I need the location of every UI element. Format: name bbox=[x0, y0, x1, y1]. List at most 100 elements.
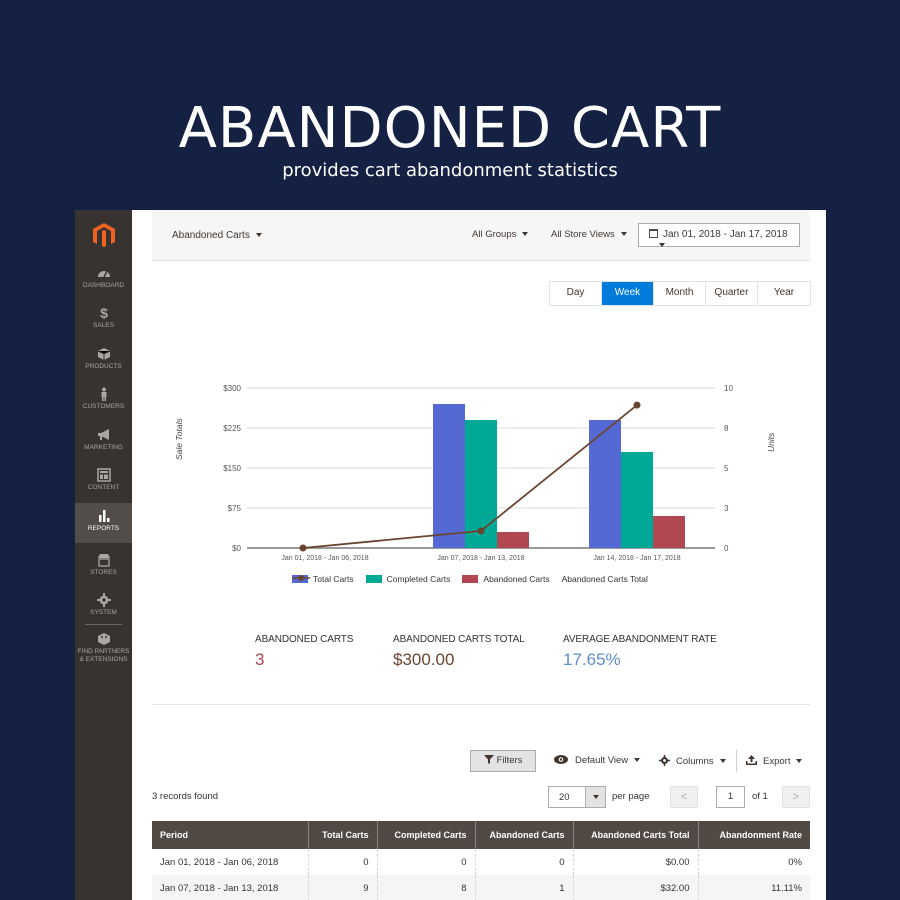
sidebar-item-customers[interactable]: CUSTOMERS bbox=[75, 387, 132, 427]
report-toolbar: Abandoned Carts All Groups All Store Vie… bbox=[152, 210, 810, 261]
svg-text:$300: $300 bbox=[223, 384, 241, 393]
tab-day[interactable]: Day bbox=[550, 282, 602, 305]
chevron-down-icon bbox=[659, 243, 665, 248]
person-icon bbox=[101, 387, 106, 401]
sidebar-item-reports[interactable]: REPORTS bbox=[75, 503, 132, 543]
stat-value: 3 bbox=[255, 650, 265, 669]
records-count: 3 records found bbox=[152, 791, 219, 802]
column-header-abandoned-total[interactable]: Abandoned Carts Total bbox=[573, 821, 699, 849]
sidebar-item-system[interactable]: SYSTEM bbox=[75, 593, 132, 633]
legend-abandoned-carts-total[interactable]: Abandoned Carts Total bbox=[292, 574, 648, 584]
chevron-down-icon bbox=[719, 759, 726, 764]
magento-logo-icon[interactable] bbox=[91, 222, 117, 248]
page-total: of 1 bbox=[752, 791, 768, 802]
svg-text:$225: $225 bbox=[223, 424, 241, 433]
chevron-down-icon bbox=[593, 795, 599, 799]
hero-subtitle: provides cart abandonment statistics bbox=[282, 160, 618, 181]
legend-completed-carts[interactable]: Completed Carts bbox=[365, 574, 450, 584]
table-row[interactable]: Jan 07, 2018 - Jan 13, 2018 9 8 1 $32.00… bbox=[152, 875, 810, 900]
layout-icon bbox=[96, 468, 111, 482]
report-table: Period Total Carts Completed Carts Aband… bbox=[152, 821, 810, 900]
sidebar-item-dashboard[interactable]: DASHBOARD bbox=[75, 266, 132, 306]
svg-text:3: 3 bbox=[724, 504, 729, 513]
tab-quarter[interactable]: Quarter bbox=[706, 282, 758, 305]
table-row[interactable]: Jan 01, 2018 - Jan 06, 2018 0 0 0 $0.00 … bbox=[152, 849, 810, 875]
sidebar-item-stores[interactable]: STORES bbox=[75, 553, 132, 593]
line-marker-icon bbox=[292, 575, 310, 581]
page-number-input[interactable]: 1 bbox=[716, 786, 745, 808]
columns-dropdown[interactable]: Columns bbox=[659, 755, 726, 767]
sidebar-item-label: CUSTOMERS bbox=[82, 403, 125, 410]
next-page-button[interactable]: > bbox=[782, 786, 810, 808]
per-page-select[interactable]: 20 bbox=[548, 786, 606, 808]
default-view-dropdown[interactable]: Default View bbox=[554, 755, 641, 766]
tab-year[interactable]: Year bbox=[758, 282, 810, 305]
report-type-dropdown[interactable]: Abandoned Carts bbox=[172, 230, 262, 241]
pager: 3 records found 20 per page < 1 of 1 > bbox=[152, 786, 810, 810]
extensions-icon bbox=[97, 633, 110, 645]
store-view-dropdown[interactable]: All Store Views bbox=[551, 229, 627, 240]
gear-icon bbox=[96, 593, 111, 607]
gear-icon bbox=[659, 755, 670, 766]
section-divider bbox=[152, 704, 810, 705]
legend-abandoned-carts[interactable]: Abandoned Carts bbox=[462, 574, 550, 584]
table-header-row: Period Total Carts Completed Carts Aband… bbox=[152, 821, 810, 849]
chevron-down-icon bbox=[255, 233, 262, 238]
stat-abandoned-carts: ABANDONED CARTS 3 bbox=[255, 634, 354, 669]
prev-page-button[interactable]: < bbox=[670, 786, 698, 808]
y2-axis-label: Units bbox=[766, 432, 776, 452]
sidebar-item-products[interactable]: PRODUCTS bbox=[75, 347, 132, 387]
chart-canvas: $0 0 $75 3 $150 5 $225 8 $300 10 Jan 01, 2018 - Ja… bbox=[223, 384, 733, 562]
stat-average-rate: AVERAGE ABANDONMENT RATE 17.65% bbox=[563, 634, 717, 669]
svg-text:Jan 01, 2018 - Jan 06, 2018: Jan 01, 2018 - Jan 06, 2018 bbox=[281, 555, 368, 562]
date-range-picker[interactable]: Jan 01, 2018 - Jan 17, 2018 bbox=[638, 223, 800, 248]
tab-week[interactable]: Week bbox=[602, 282, 654, 305]
sidebar-item-find-partners[interactable]: FIND PARTNERS & EXTENSIONS bbox=[75, 632, 132, 672]
per-page-toggle[interactable] bbox=[585, 787, 605, 807]
svg-text:$75: $75 bbox=[228, 504, 242, 513]
grid-actions: Filters Default View Columns Export bbox=[152, 750, 810, 774]
svg-text:$0: $0 bbox=[232, 544, 241, 553]
filters-button[interactable]: Filters bbox=[470, 750, 536, 772]
box-icon bbox=[97, 348, 110, 360]
stat-value: $300.00 bbox=[393, 650, 455, 669]
svg-text:5: 5 bbox=[724, 464, 729, 473]
svg-text:$150: $150 bbox=[223, 464, 241, 473]
svg-text:Jan 07, 2018 - Jan 13, 2018: Jan 07, 2018 - Jan 13, 2018 bbox=[437, 555, 524, 562]
column-header-abandonment-rate[interactable]: Abandonment Rate bbox=[698, 821, 810, 849]
sidebar-item-content[interactable]: CONTENT bbox=[75, 468, 132, 508]
filter-icon bbox=[483, 755, 494, 764]
svg-text:0: 0 bbox=[724, 544, 729, 553]
sidebar-item-label: STORES bbox=[90, 569, 117, 576]
column-header-abandoned-carts[interactable]: Abandoned Carts bbox=[475, 821, 574, 849]
svg-text:$: $ bbox=[100, 306, 108, 320]
sidebar-divider bbox=[85, 624, 122, 625]
sidebar-item-label: CONTENT bbox=[87, 484, 120, 491]
abandoned-carts-chart: $0 0 $75 3 $150 5 $225 8 $300 10 Jan 01, 2018 - Ja… bbox=[152, 370, 810, 610]
action-separator bbox=[736, 750, 737, 772]
stat-value: 17.65% bbox=[563, 650, 621, 669]
column-header-completed-carts[interactable]: Completed Carts bbox=[377, 821, 476, 849]
sidebar-item-label: SYSTEM bbox=[90, 609, 117, 616]
tab-month[interactable]: Month bbox=[654, 282, 706, 305]
sidebar-item-label: REPORTS bbox=[87, 525, 120, 532]
dashboard-icon bbox=[97, 270, 110, 278]
sidebar-item-sales[interactable]: $ SALES bbox=[75, 306, 132, 346]
bar-chart-icon bbox=[98, 510, 109, 522]
chevron-down-icon bbox=[634, 758, 641, 763]
customer-group-dropdown[interactable]: All Groups bbox=[472, 229, 529, 240]
chevron-down-icon bbox=[796, 759, 803, 764]
sidebar-item-label: MARKETING bbox=[84, 444, 123, 451]
y-axis-label: Sale Totals bbox=[174, 418, 184, 460]
sidebar-item-marketing[interactable]: MARKETING bbox=[75, 428, 132, 468]
sidebar-item-label-2: & EXTENSIONS bbox=[79, 656, 128, 663]
sidebar-item-label: PRODUCTS bbox=[85, 363, 122, 370]
period-tabs: Day Week Month Quarter Year bbox=[549, 281, 811, 306]
dollar-icon: $ bbox=[100, 306, 108, 320]
per-page-label: per page bbox=[612, 791, 650, 802]
column-header-period[interactable]: Period bbox=[152, 821, 309, 849]
svg-text:8: 8 bbox=[724, 424, 729, 433]
export-dropdown[interactable]: Export bbox=[746, 755, 803, 767]
column-header-total-carts[interactable]: Total Carts bbox=[308, 821, 378, 849]
svg-text:10: 10 bbox=[724, 384, 733, 393]
